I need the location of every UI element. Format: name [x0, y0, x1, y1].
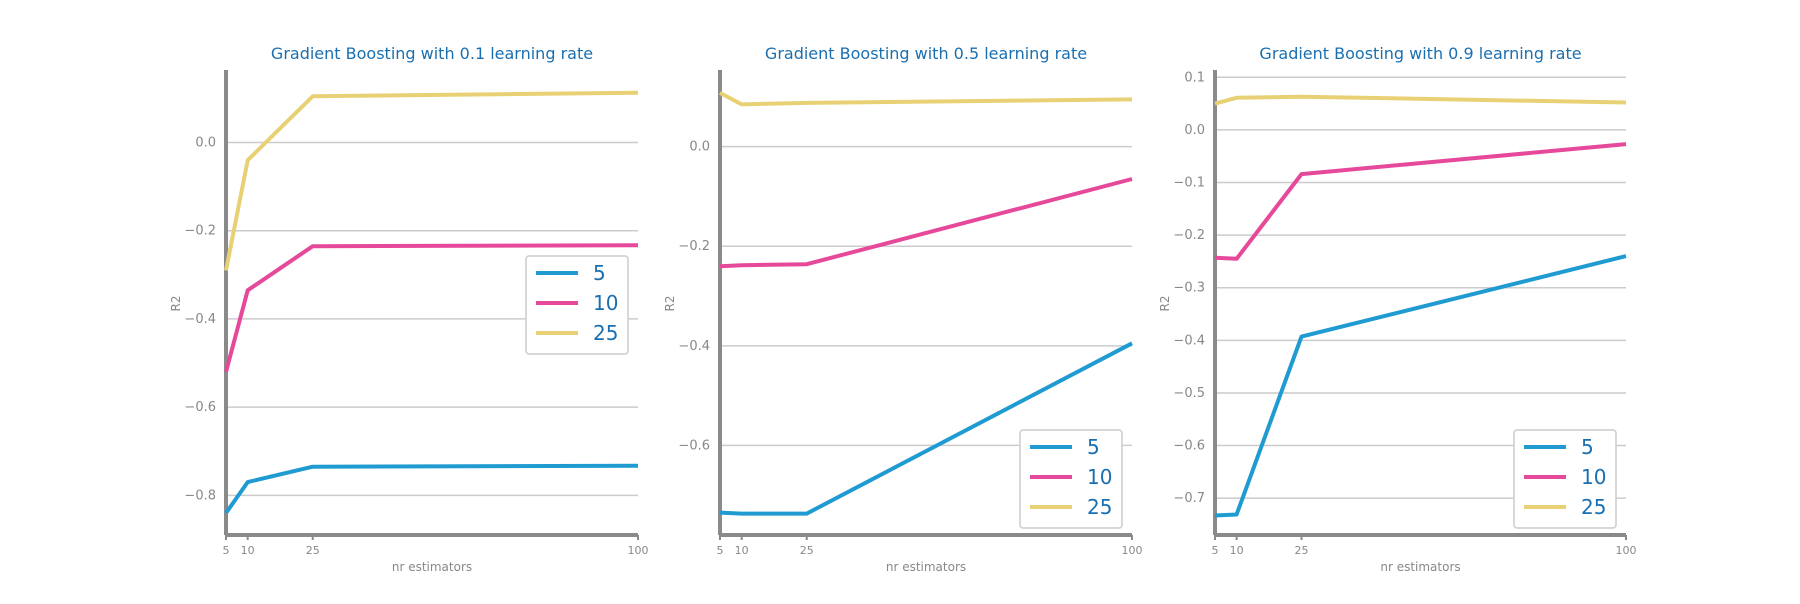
y-tick-label: −0.4: [678, 339, 710, 354]
legend-label: 25: [593, 321, 618, 345]
y-tick-label: −0.3: [1173, 281, 1205, 296]
legend-label: 10: [1581, 465, 1606, 489]
legend-label: 5: [1581, 435, 1594, 459]
chart-panel-3: 0.1 0.0 −0.1 −0.2 −0.3 −0.4 −0.5 −0.6 −0.7 5 10 25 1…: [1158, 44, 1637, 574]
series-line-10: [719, 177, 1133, 269]
x-tick-label: 10: [241, 544, 255, 557]
y-tick-label: −0.2: [184, 224, 216, 239]
y-tick-label: −0.6: [184, 400, 216, 415]
x-axis-label: nr estimators: [392, 560, 472, 574]
chart-title: Gradient Boosting with 0.9 learning rate: [1259, 44, 1581, 63]
legend-label: 5: [1087, 435, 1100, 459]
legend: 5 10 25: [525, 255, 629, 355]
y-tick-label: −0.8: [184, 488, 216, 503]
y-tick-label: −0.6: [1173, 439, 1205, 454]
series-line-5: [1214, 254, 1627, 518]
x-tick-label: 5: [1212, 544, 1219, 557]
y-tick-label: 0.0: [1184, 123, 1205, 138]
y-tick-label: 0.0: [689, 140, 710, 155]
y-tick-label: −0.6: [678, 438, 710, 453]
chart-panel-1: 0.0 −0.2 −0.4 −0.6 −0.8 5 10 25 100 Gradient Boos…: [169, 44, 649, 574]
x-tick-label: 5: [223, 544, 230, 557]
series-line-25: [1214, 94, 1627, 106]
y-tick-label: −0.1: [1173, 175, 1205, 190]
legend: 5 10 25: [1019, 429, 1123, 529]
series-line-25: [224, 90, 639, 271]
y-tick-label: −0.4: [184, 312, 216, 327]
legend-label: 25: [1581, 495, 1606, 519]
series-line-10: [1214, 142, 1627, 261]
y-tick-label: −0.2: [1173, 228, 1205, 243]
series-line-5: [224, 463, 639, 515]
y-tick-label: 0.1: [1184, 70, 1205, 85]
y-axis-label: R2: [1158, 296, 1172, 312]
x-tick-label: 100: [1122, 544, 1143, 557]
x-tick-label: 100: [1616, 544, 1637, 557]
series-line-10: [224, 243, 639, 373]
x-axis-label: nr estimators: [886, 560, 966, 574]
x-axis-label: nr estimators: [1380, 560, 1460, 574]
x-tick-label: 25: [800, 544, 814, 557]
y-axis-label: R2: [169, 296, 183, 312]
x-tick-label: 100: [628, 544, 649, 557]
x-tick-label: 5: [717, 544, 724, 557]
y-tick-label: −0.5: [1173, 386, 1205, 401]
legend-label: 5: [593, 261, 606, 285]
legend: 5 10 25: [1513, 429, 1617, 529]
series-line-25: [719, 91, 1133, 107]
x-tick-label: 25: [306, 544, 320, 557]
legend-label: 10: [1087, 465, 1112, 489]
chart-title: Gradient Boosting with 0.1 learning rate: [271, 44, 593, 63]
x-tick-label: 25: [1295, 544, 1309, 557]
x-tick-label: 10: [1230, 544, 1244, 557]
legend-label: 25: [1087, 495, 1112, 519]
y-tick-label: −0.4: [1173, 333, 1205, 348]
y-tick-label: −0.2: [678, 239, 710, 254]
y-tick-label: 0.0: [195, 136, 216, 151]
y-tick-label: −0.7: [1173, 491, 1205, 506]
series-line-5: [719, 341, 1133, 516]
chart-panel-2: 0.0 −0.2 −0.4 −0.6 5 10 25 100 Gradient Boosting…: [663, 44, 1143, 574]
legend-label: 10: [593, 291, 618, 315]
chart-title: Gradient Boosting with 0.5 learning rate: [765, 44, 1087, 63]
x-tick-label: 10: [735, 544, 749, 557]
y-axis-label: R2: [663, 296, 677, 312]
